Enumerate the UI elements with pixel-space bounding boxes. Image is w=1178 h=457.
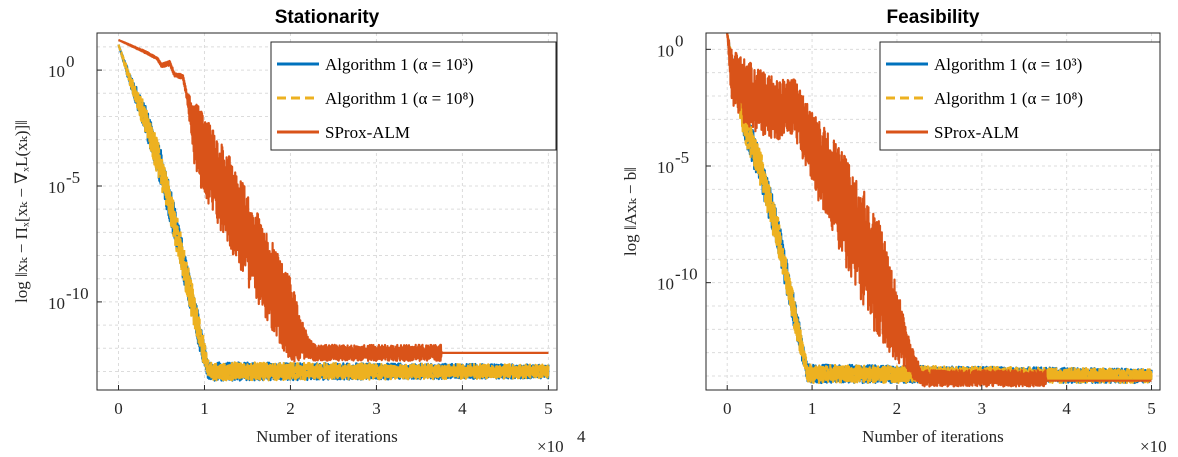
y-axis-label: log ‖Axₖ − b‖ xyxy=(621,167,640,256)
x-axis-label: Number of iterations xyxy=(256,427,398,446)
y-tick-exponent: 0 xyxy=(675,31,684,50)
series-line-2 xyxy=(117,44,550,382)
y-tick-exponent: -5 xyxy=(675,148,689,167)
legend-label: Algorithm 1 (α = 10⁸) xyxy=(325,89,474,108)
y-tick-label: 10 xyxy=(48,294,65,313)
x-tick-label: 3 xyxy=(372,399,381,418)
y-tick-exponent: -10 xyxy=(66,284,89,303)
y-tick-exponent: 0 xyxy=(66,52,75,71)
x-tick-label: 2 xyxy=(286,399,295,418)
y-tick-label: 10 xyxy=(657,41,674,60)
y-tick-label: 10 xyxy=(48,62,65,81)
y-tick-label: 10 xyxy=(48,178,65,197)
x-axis-multiplier-exponent: 4 xyxy=(577,427,586,446)
legend-label: SProx-ALM xyxy=(325,123,410,142)
series-line-2 xyxy=(726,33,1153,385)
x-axis-multiplier: ×10 xyxy=(537,437,564,456)
y-tick-label: 10 xyxy=(657,158,674,177)
x-tick-label: 4 xyxy=(458,399,467,418)
legend: Algorithm 1 (α = 10³) Algorithm 1 (α = 10… xyxy=(270,41,557,151)
y-tick-exponent: -10 xyxy=(675,265,698,284)
series-line-3 xyxy=(117,38,550,363)
x-tick-label: 2 xyxy=(893,399,902,418)
legend: Algorithm 1 (α = 10³) Algorithm 1 (α = 10… xyxy=(879,41,1161,151)
x-tick-label: 4 xyxy=(1062,399,1071,418)
chart-title: Feasibility xyxy=(887,7,980,28)
x-axis-multiplier: ×10 xyxy=(1140,437,1167,456)
series-line-3 xyxy=(726,33,1153,388)
x-tick-label: 0 xyxy=(723,399,732,418)
legend-label: Algorithm 1 (α = 10⁸) xyxy=(934,89,1083,108)
legend-label: Algorithm 1 (α = 10³) xyxy=(934,55,1082,74)
x-tick-label: 3 xyxy=(978,399,987,418)
legend-label: SProx-ALM xyxy=(934,123,1019,142)
axes-frame xyxy=(705,32,1161,391)
x-tick-label: 5 xyxy=(544,399,553,418)
x-tick-label: 0 xyxy=(114,399,123,418)
plot-area xyxy=(726,33,1153,388)
x-tick-label: 1 xyxy=(808,399,817,418)
x-tick-label: 5 xyxy=(1147,399,1156,418)
chart-title: Stationarity xyxy=(275,7,380,28)
plot-area xyxy=(117,38,550,382)
y-axis-label: log ‖xₖ − Πₓ[xₖ − ∇ₓL(xₖ)]‖ xyxy=(12,120,31,303)
legend-label: Algorithm 1 (α = 10³) xyxy=(325,55,473,74)
x-axis-label: Number of iterations xyxy=(862,427,1004,446)
y-tick-label: 10 xyxy=(657,275,674,294)
x-tick-label: 1 xyxy=(200,399,209,418)
y-tick-exponent: -5 xyxy=(66,168,80,187)
axes-frame xyxy=(96,32,558,391)
